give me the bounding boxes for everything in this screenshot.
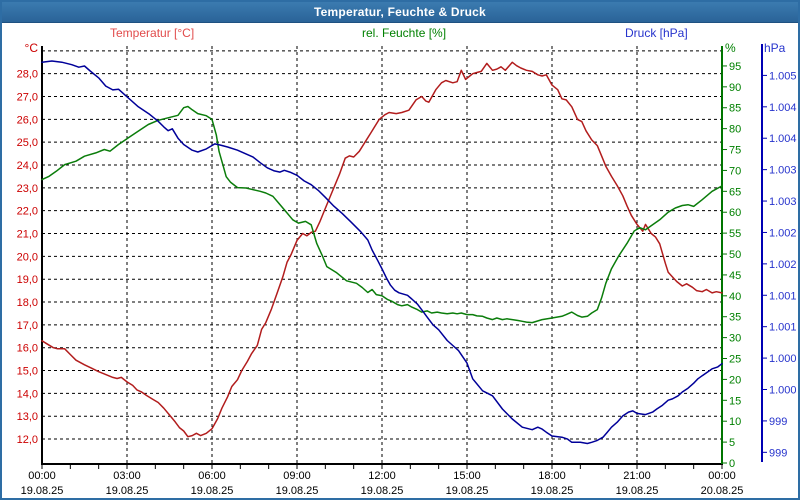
pressure-tick-label: 999	[769, 447, 787, 459]
x-time-label: 15:00	[453, 470, 481, 482]
pressure-tick-label: 999	[769, 416, 787, 428]
x-time-label: 12:00	[368, 470, 396, 482]
pressure-tick-label: 1.002	[769, 227, 797, 239]
title-bar: Temperatur, Feuchte & Druck	[2, 2, 798, 23]
temperature-tick-label: 21,0	[17, 229, 38, 241]
pressure-axis-title: Druck [hPa]	[625, 26, 688, 40]
humidity-tick-label: 70	[729, 165, 741, 177]
pressure-tick-label: 1.004	[769, 133, 797, 145]
humidity-tick-label: 40	[729, 291, 741, 303]
pressure-tick-label: 1.000	[769, 385, 797, 397]
humidity-tick-label: 75	[729, 145, 741, 157]
x-date-label: 19.08.25	[106, 485, 149, 497]
temperature-tick-label: 27,0	[17, 92, 38, 104]
x-date-label: 19.08.25	[191, 485, 234, 497]
temperature-tick-label: 20,0	[17, 251, 38, 263]
humidity-tick-label: 85	[729, 103, 741, 115]
x-date-label: 19.08.25	[531, 485, 574, 497]
x-date-label: 19.08.25	[21, 485, 64, 497]
pressure-tick-label: 1.004	[769, 102, 797, 114]
pressure-tick-label: 1.002	[769, 259, 797, 271]
humidity-unit-label: %	[725, 41, 736, 55]
temperature-tick-label: 13,0	[17, 411, 38, 423]
humidity-tick-label: 65	[729, 186, 741, 198]
x-date-label: 19.08.25	[616, 485, 659, 497]
humidity-tick-label: 60	[729, 207, 741, 219]
x-date-label: 19.08.25	[446, 485, 489, 497]
x-time-label: 03:00	[113, 470, 141, 482]
humidity-tick-label: 30	[729, 333, 741, 345]
pressure-curve	[41, 60, 723, 445]
pressure-unit-label: hPa	[764, 41, 786, 55]
x-time-label: 00:00	[708, 470, 736, 482]
x-time-label: 00:00	[28, 470, 56, 482]
temperature-tick-label: 24,0	[17, 160, 38, 172]
humidity-tick-label: 95	[729, 61, 741, 73]
humidity-tick-label: 15	[729, 395, 741, 407]
pressure-tick-label: 1.003	[769, 165, 797, 177]
humidity-tick-label: 45	[729, 270, 741, 282]
temperature-tick-label: 28,0	[17, 69, 38, 81]
temperature-tick-label: 15,0	[17, 366, 38, 378]
window-title: Temperatur, Feuchte & Druck	[314, 5, 486, 19]
temperature-tick-label: 18,0	[17, 297, 38, 309]
humidity-tick-label: 55	[729, 228, 741, 240]
x-date-label: 19.08.25	[276, 485, 319, 497]
temperature-tick-label: 22,0	[17, 206, 38, 218]
humidity-curve	[41, 105, 723, 324]
humidity-tick-label: 25	[729, 354, 741, 366]
pressure-tick-label: 1.000	[769, 353, 797, 365]
temperature-axis-title: Temperatur [°C]	[110, 26, 195, 40]
temperature-tick-label: 14,0	[17, 388, 38, 400]
temperature-unit-label: °C	[24, 41, 38, 55]
humidity-tick-label: 5	[729, 437, 735, 449]
x-time-label: 09:00	[283, 470, 311, 482]
temperature-tick-label: 12,0	[17, 434, 38, 446]
pressure-tick-label: 1.005	[769, 70, 797, 82]
humidity-tick-label: 0	[729, 458, 735, 470]
humidity-tick-label: 80	[729, 124, 741, 136]
humidity-tick-label: 90	[729, 82, 741, 94]
humidity-tick-label: 35	[729, 312, 741, 324]
temperature-tick-label: 16,0	[17, 343, 38, 355]
pressure-tick-label: 1.001	[769, 322, 797, 334]
pressure-tick-label: 1.003	[769, 196, 797, 208]
temperature-tick-label: 26,0	[17, 114, 38, 126]
pressure-tick-label: 1.001	[769, 290, 797, 302]
humidity-axis-title: rel. Feuchte [%]	[362, 26, 447, 40]
x-time-label: 21:00	[623, 470, 651, 482]
humidity-tick-label: 50	[729, 249, 741, 261]
temperature-tick-label: 23,0	[17, 183, 38, 195]
temperature-curve	[41, 61, 723, 438]
temperature-tick-label: 25,0	[17, 137, 38, 149]
x-date-label: 20.08.25	[701, 485, 744, 497]
temperature-tick-label: 17,0	[17, 320, 38, 332]
x-time-label: 18:00	[538, 470, 566, 482]
humidity-tick-label: 20	[729, 374, 741, 386]
x-date-label: 19.08.25	[361, 485, 404, 497]
x-time-label: 06:00	[198, 470, 226, 482]
temperature-tick-label: 19,0	[17, 274, 38, 286]
humidity-tick-label: 10	[729, 416, 741, 428]
